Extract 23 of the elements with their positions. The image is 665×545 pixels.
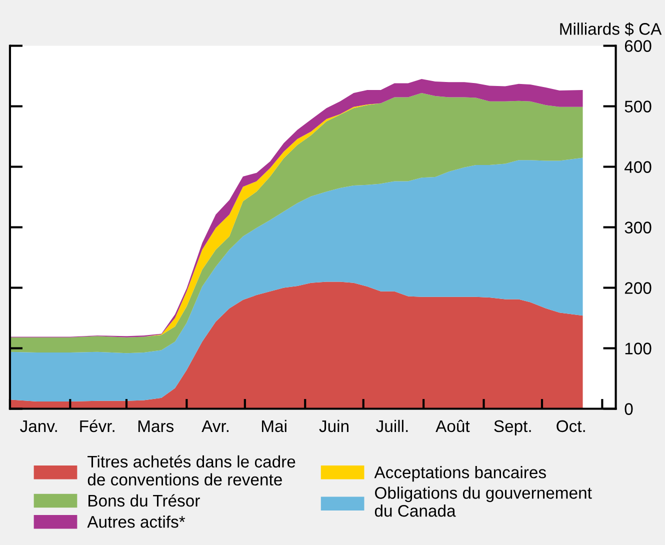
x-tick-label: Oct. xyxy=(556,420,585,432)
y-tick-label: 500 xyxy=(624,100,652,112)
legend-label: Autres actifs* xyxy=(87,516,186,528)
y-tick-label: 0 xyxy=(624,403,633,415)
y-tick-label: 100 xyxy=(625,342,652,354)
x-tick-label: Sept. xyxy=(494,420,531,436)
legend-label: Bons du Trésor xyxy=(88,494,200,507)
x-tick-label: Juin xyxy=(319,420,348,432)
legend-label: Obligations du gouvernement du Canada xyxy=(374,486,592,517)
y-tick-label: 400 xyxy=(624,161,652,173)
y-tick-label: 300 xyxy=(624,222,652,234)
legend-label: Acceptations bancaires xyxy=(374,466,546,482)
x-tick-label: Janv. xyxy=(20,420,57,432)
y-axis-title: Milliards $ CA xyxy=(560,22,662,36)
x-tick-label: Mars xyxy=(138,420,174,432)
x-tick-label: Août xyxy=(436,420,470,432)
x-tick-label: Févr. xyxy=(80,420,114,432)
x-tick-label: Avr. xyxy=(202,420,228,432)
y-tick-label: 600 xyxy=(624,40,652,52)
legend-label: Titres achetés dans le cadre de conventions de revente xyxy=(88,455,296,486)
x-tick-label: Juill. xyxy=(376,420,408,432)
y-tick-label: 200 xyxy=(624,282,652,294)
x-tick-label: Mai xyxy=(262,420,286,432)
